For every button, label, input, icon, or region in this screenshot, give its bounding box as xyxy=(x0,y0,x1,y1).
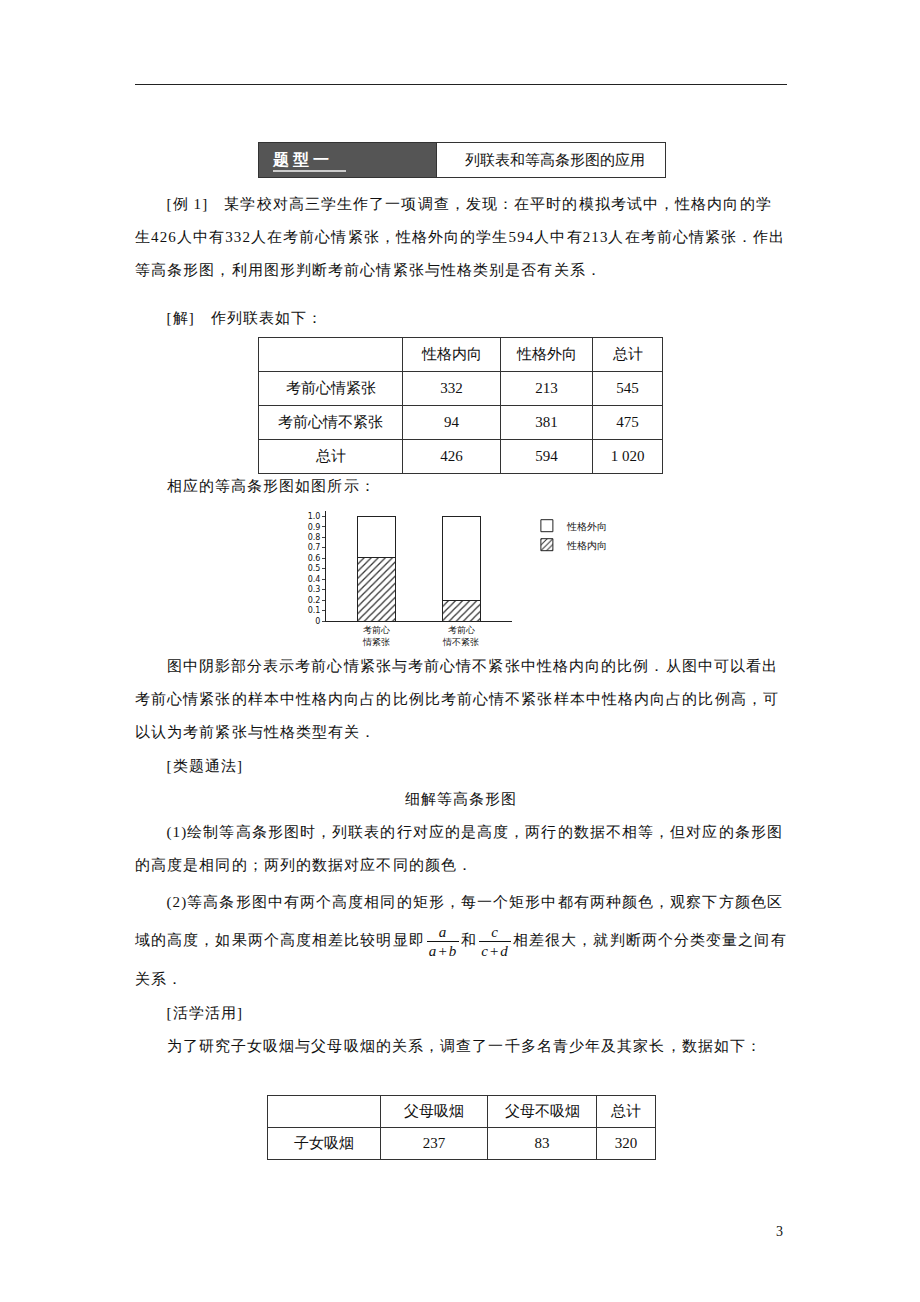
html-text:426: 426 xyxy=(440,448,463,464)
html-text:94: 94 xyxy=(444,414,459,430)
html-text:c: c xyxy=(491,924,499,941)
html-text:图中阴影部分表示考前心情紧张与考前心情不紧张中性格内向的比例: 图中阴影部分表示考前心情紧张与考前心情不紧张中性格内向的比例．从图中可以看出考前… xyxy=(135,658,779,740)
html-text:381: 381 xyxy=(535,414,558,430)
html-text:(1)绘制等高条形图时，列联表的行对应的是高度，两行的数据不: (1)绘制等高条形图时，列联表的行对应的是高度，两行的数据不相等，但对应的条形图… xyxy=(135,824,783,873)
html-text:83: 83 xyxy=(534,1135,550,1151)
html-text:题型一: 题型一 xyxy=(273,150,333,169)
html-text:相应的等高条形图如图所示：: 相应的等高条形图如图所示： xyxy=(166,478,376,494)
html-text:545: 545 xyxy=(616,380,639,396)
html-text:考前心情不紧张: 考前心情不紧张 xyxy=(278,414,383,430)
html-text:332: 332 xyxy=(440,380,463,396)
html-text:[类题通法]: [类题通法] xyxy=(166,758,244,774)
html-text:为了研究子女吸烟与父母吸烟的关系，调查了一千多名青少年及其家: 为了研究子女吸烟与父母吸烟的关系，调查了一千多名青少年及其家长，数据如下： xyxy=(166,1038,763,1054)
svg-text:考前心情紧张: 考前心情紧张 xyxy=(362,625,390,647)
html-text:考前心情紧张: 考前心情紧张 xyxy=(285,380,376,396)
svg-text:0.2: 0.2 xyxy=(308,596,321,605)
svg-text:0.4: 0.4 xyxy=(308,575,321,584)
html-text:细解等高条形图: 细解等高条形图 xyxy=(404,791,518,807)
svg-text:0.6: 0.6 xyxy=(308,554,321,563)
html-text:相差很大，就判断两个分类变量之间有关系．: 相差很大，就判断两个分类变量之间有关系． xyxy=(135,932,787,988)
svg-text:0.8: 0.8 xyxy=(308,533,321,542)
html-text:(2)等高条形图中有两个高度相同的矩形，每一个矩形中都有两种: (2)等高条形图中有两个高度相同的矩形，每一个矩形中都有两种颜色，观察下方颜色区… xyxy=(135,894,783,948)
html-text:475: 475 xyxy=(616,414,639,430)
html-text:213: 213 xyxy=(535,380,558,396)
html-text:子女吸烟: 子女吸烟 xyxy=(294,1135,354,1151)
html-text:列联表和等高条形图的应用: 列联表和等高条形图的应用 xyxy=(465,152,645,168)
html-text:1 020: 1 020 xyxy=(610,448,645,464)
html-text:性格内向: 性格内向 xyxy=(421,346,482,362)
svg-text:0.9: 0.9 xyxy=(308,523,321,532)
svg-text:考前心情不紧张: 考前心情不紧张 xyxy=(442,625,479,647)
html-text:父母吸烟: 父母吸烟 xyxy=(404,1103,464,1119)
svg-text:0.3: 0.3 xyxy=(308,585,321,594)
svg-text:性格内向: 性格内向 xyxy=(566,540,607,551)
svg-text:1.0: 1.0 xyxy=(308,512,321,521)
html-text:a: a xyxy=(438,924,448,941)
html-text:总计: 总计 xyxy=(612,346,643,362)
html-text:性格外向: 性格外向 xyxy=(516,346,577,362)
html-text:总计: 总计 xyxy=(611,1103,641,1119)
svg-text:0: 0 xyxy=(315,617,320,626)
html-text:594: 594 xyxy=(535,448,558,464)
svg-text:0.1: 0.1 xyxy=(308,606,321,615)
html-text:237: 237 xyxy=(422,1135,446,1151)
html-text:c+d: c+d xyxy=(481,943,509,960)
html-text:[例 1] 某学校对高三学生作了一项调查，发现：在平时的模拟: [例 1] 某学校对高三学生作了一项调查，发现：在平时的模拟考试中，性格内向的学… xyxy=(135,196,786,278)
svg-text:0.7: 0.7 xyxy=(308,543,321,552)
html-text:[解] 作列联表如下：: [解] 作列联表如下： xyxy=(166,310,324,326)
svg-text:0.5: 0.5 xyxy=(308,564,321,573)
html-text:父母不吸烟: 父母不吸烟 xyxy=(504,1103,580,1119)
html-text:3: 3 xyxy=(776,1224,783,1239)
html-text:和: 和 xyxy=(461,932,478,948)
html-text:a+b: a+b xyxy=(428,943,458,960)
html-text:320: 320 xyxy=(614,1135,638,1151)
svg-text:性格外向: 性格外向 xyxy=(566,521,607,532)
html-text:总计: 总计 xyxy=(315,448,346,464)
html-text:[活学活用]: [活学活用] xyxy=(166,1005,244,1021)
